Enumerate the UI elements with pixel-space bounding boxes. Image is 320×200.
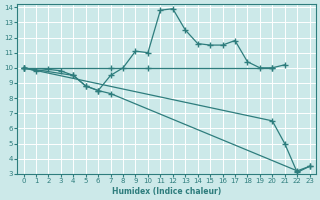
X-axis label: Humidex (Indice chaleur): Humidex (Indice chaleur) xyxy=(112,187,221,196)
